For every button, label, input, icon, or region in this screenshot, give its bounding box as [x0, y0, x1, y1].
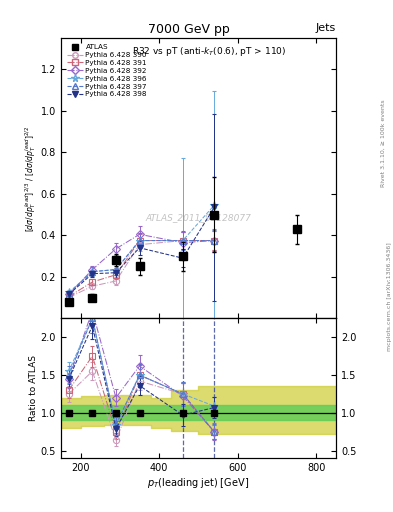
Y-axis label: Ratio to ATLAS: Ratio to ATLAS — [29, 355, 38, 421]
Text: ATLAS_2011_S9128077: ATLAS_2011_S9128077 — [145, 213, 252, 222]
Text: Jets: Jets — [316, 23, 336, 33]
Text: R32 vs pT (anti-$k_T$(0.6), pT > 110): R32 vs pT (anti-$k_T$(0.6), pT > 110) — [132, 46, 286, 58]
Text: mcplots.cern.ch [arXiv:1306.3436]: mcplots.cern.ch [arXiv:1306.3436] — [387, 243, 391, 351]
Legend: ATLAS, Pythia 6.428 390, Pythia 6.428 391, Pythia 6.428 392, Pythia 6.428 396, P: ATLAS, Pythia 6.428 390, Pythia 6.428 39… — [64, 42, 149, 99]
Text: 7000 GeV pp: 7000 GeV pp — [148, 23, 230, 36]
Y-axis label: $[d\sigma/dp_T^{lead}]^{2/3}\ /\ [d\sigma/dp_T^{lead}]^{2/2}$: $[d\sigma/dp_T^{lead}]^{2/3}\ /\ [d\sigm… — [23, 125, 38, 231]
Text: Rivet 3.1.10, ≥ 100k events: Rivet 3.1.10, ≥ 100k events — [381, 99, 386, 187]
X-axis label: $p_T$(leading jet) [GeV]: $p_T$(leading jet) [GeV] — [147, 476, 250, 490]
